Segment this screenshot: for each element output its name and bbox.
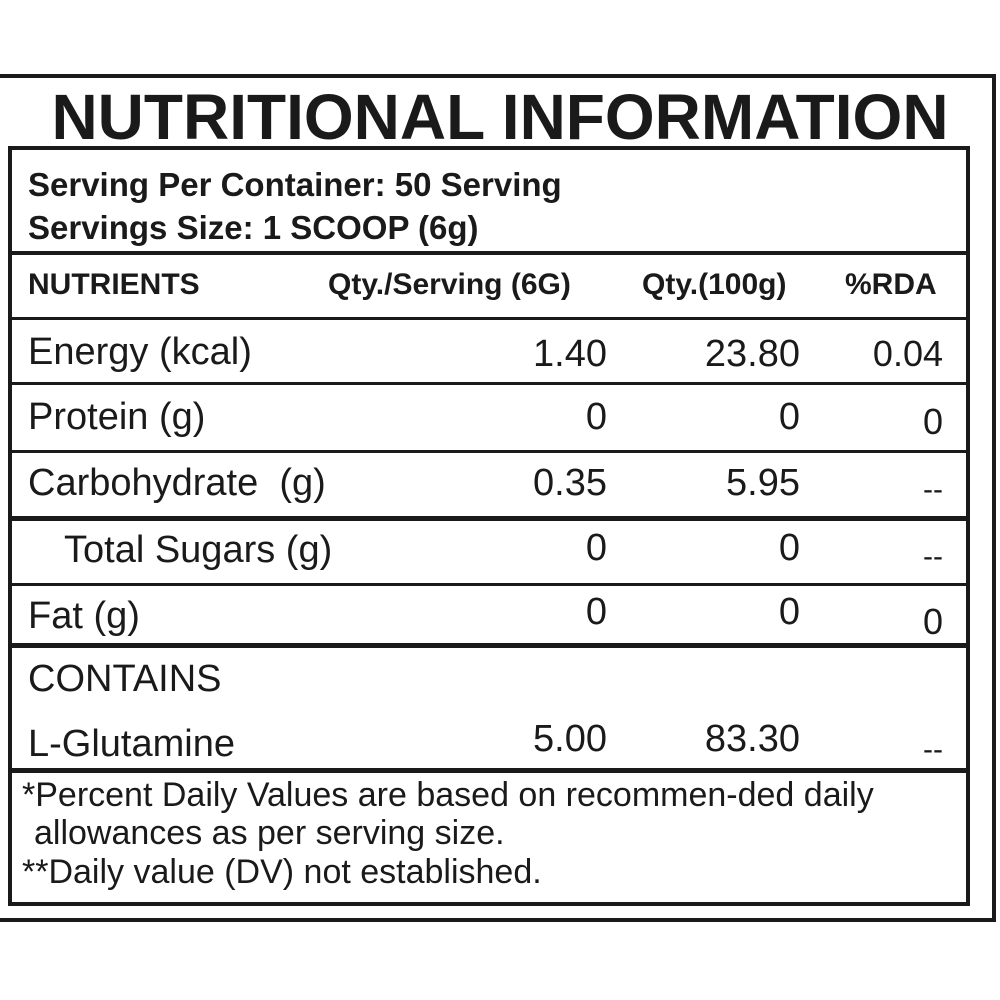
divider [8, 516, 970, 521]
row-qty-serving: 0 [585, 527, 607, 569]
row-rda: -- [923, 540, 943, 573]
divider [8, 382, 970, 385]
row-name-total-sugars: Total Sugars (g) [64, 529, 333, 571]
row-qty-100g: 0 [778, 527, 800, 569]
header-qty-serving: Qty./Serving (6G) [328, 268, 571, 301]
row-qty-serving: 0.35 [533, 462, 607, 504]
divider [8, 251, 970, 255]
row-qty-serving: 5.00 [533, 718, 607, 760]
row-rda: 0 [922, 401, 943, 442]
row-rda: -- [923, 733, 943, 766]
header-rda: %RDA [845, 268, 937, 301]
row-qty-serving: 1.40 [533, 333, 607, 375]
label-title: NUTRITIONAL INFORMATION [51, 81, 949, 153]
footnote-rda-continued: allowances as per serving size. [34, 814, 505, 852]
contains-heading: CONTAINS [28, 658, 222, 700]
row-qty-100g: 23.80 [704, 333, 800, 375]
row-qty-serving: 0 [585, 396, 607, 438]
header-nutrients: NUTRIENTS [28, 268, 200, 301]
row-rda: 0.04 [872, 333, 943, 374]
row-qty-100g: 0 [778, 396, 800, 438]
divider [8, 583, 970, 586]
row-qty-100g: 0 [778, 591, 800, 633]
row-rda: 0 [922, 601, 943, 642]
nutrition-label-frame [0, 74, 996, 922]
nutrition-panel [8, 146, 970, 906]
row-name-carbohydrate: Carbohydrate (g) [28, 462, 326, 504]
row-qty-100g: 5.95 [726, 462, 800, 504]
footnote-rda: *Percent Daily Values are based on recom… [22, 776, 874, 814]
row-qty-serving: 0 [585, 591, 607, 633]
divider [8, 643, 970, 648]
footnote-dv: **Daily value (DV) not established. [22, 853, 542, 891]
row-qty-100g: 83.30 [704, 718, 800, 760]
row-rda: -- [923, 473, 943, 506]
row-name-protein: Protein (g) [28, 396, 206, 438]
row-name-fat: Fat (g) [28, 595, 140, 637]
serving-size: Servings Size: 1 SCOOP (6g) [28, 209, 479, 246]
row-name-energy: Energy (kcal) [28, 331, 252, 373]
divider [8, 317, 970, 320]
row-name-l-glutamine: L-Glutamine [28, 723, 235, 765]
divider [8, 450, 970, 453]
serving-per-container: Serving Per Container: 50 Serving [28, 166, 562, 203]
header-qty-100g: Qty.(100g) [642, 268, 787, 301]
divider [8, 768, 970, 773]
